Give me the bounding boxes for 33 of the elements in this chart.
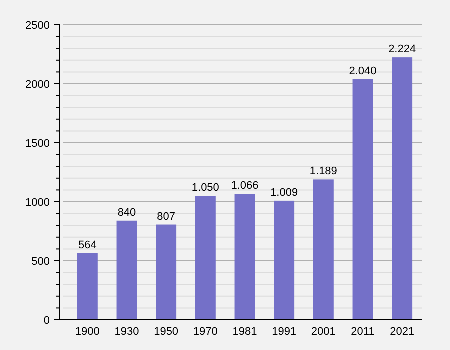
x-tick-label: 1930: [114, 326, 140, 338]
x-tick-label: 1981: [232, 326, 258, 338]
x-tick-label: 1970: [193, 326, 218, 338]
y-tick-label: 2000: [26, 78, 50, 91]
bar: [392, 58, 413, 320]
data-label: 1.009: [270, 186, 298, 199]
y-tick-label: 1000: [26, 196, 50, 209]
x-tick-label: 1900: [75, 326, 100, 338]
data-label: 1.066: [231, 180, 259, 192]
x-tick-label: 1950: [154, 326, 179, 338]
bar: [195, 196, 216, 320]
bar: [116, 220, 138, 320]
y-tick-label: 2500: [26, 20, 50, 32]
data-label: 840: [118, 206, 136, 219]
y-tick-label: 1500: [26, 138, 50, 150]
bar: [352, 79, 374, 320]
data-label: 564: [78, 239, 97, 252]
y-tick-label: 500: [32, 256, 50, 268]
data-label: 807: [157, 210, 176, 223]
data-label: 2.224: [388, 44, 416, 56]
data-label: 1.050: [192, 182, 220, 194]
bar: [77, 253, 98, 320]
x-tick-label: 2011: [351, 326, 375, 338]
data-label: 1.189: [310, 166, 338, 178]
x-tick-label: 2001: [311, 326, 336, 338]
y-tick-label: 0: [44, 314, 50, 327]
x-tick-label: 2021: [390, 326, 415, 338]
bar: [156, 224, 177, 320]
bar: [274, 200, 295, 320]
data-label: 2.040: [349, 65, 377, 78]
bar: [313, 180, 334, 320]
bar: [234, 194, 256, 320]
x-tick-label: 1991: [272, 326, 297, 338]
